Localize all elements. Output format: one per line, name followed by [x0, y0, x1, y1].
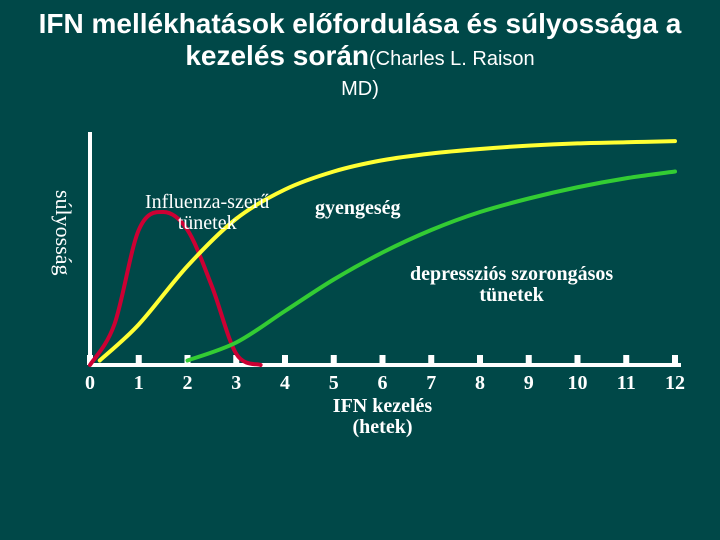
- x-axis-title: IFN kezelés(hetek): [90, 396, 675, 438]
- x-tick-9: 9: [524, 372, 534, 395]
- x-tick-10: 10: [568, 372, 588, 395]
- x-tick-1: 1: [134, 372, 144, 395]
- series-label-depresszio: depressziós szorongásostünetek: [410, 264, 613, 306]
- axes: [90, 132, 681, 365]
- series-label-influenza: Influenza-szerűtünetek: [145, 192, 269, 234]
- x-tick-7: 7: [426, 372, 436, 395]
- x-tick-8: 8: [475, 372, 485, 395]
- chart-plot: Influenza-szerűtünetek gyengeség depress…: [90, 140, 675, 365]
- title-attribution-line2: MD): [30, 78, 690, 101]
- x-tick-4: 4: [280, 372, 290, 395]
- x-tick-3: 3: [231, 372, 241, 395]
- title-block: IFN mellékhatások előfordulása és súlyos…: [0, 8, 720, 101]
- x-tick-6: 6: [378, 372, 388, 395]
- y-axis-label: súlyosság: [50, 190, 76, 276]
- x-tick-2: 2: [183, 372, 193, 395]
- chart: súlyosság Influenza-szerűtünetek gyenges…: [60, 140, 690, 410]
- x-tick-12: 12: [665, 372, 685, 395]
- series-label-gyengeseg: gyengeség: [315, 198, 401, 219]
- title-attribution-inline: (Charles L. Raison: [369, 48, 535, 70]
- x-tick-0: 0: [85, 372, 95, 395]
- x-tick-11: 11: [617, 372, 636, 395]
- x-tick-5: 5: [329, 372, 339, 395]
- chart-svg: [85, 130, 685, 370]
- slide-root: IFN mellékhatások előfordulása és súlyos…: [0, 0, 720, 540]
- series-paths: [90, 141, 675, 365]
- title-main: IFN mellékhatások előfordulása és súlyos…: [39, 8, 682, 71]
